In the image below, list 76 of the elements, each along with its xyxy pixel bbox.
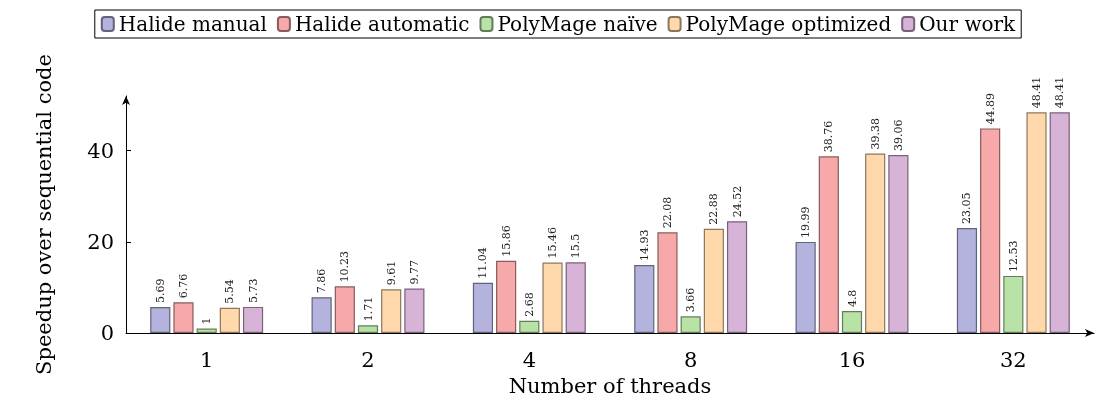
- bar: [1026, 112, 1047, 333]
- data-label: 23.05: [960, 192, 974, 224]
- x-tick-label: 1: [199, 347, 214, 372]
- bar: [1003, 275, 1024, 333]
- y-tick-label: 20: [87, 229, 114, 254]
- data-label: 14.93: [637, 229, 651, 261]
- bar: [980, 128, 1001, 333]
- bar: [219, 307, 240, 333]
- x-tick-label: 4: [522, 347, 537, 372]
- data-label: 48.41: [1053, 76, 1067, 109]
- data-label: 39.38: [868, 118, 882, 150]
- x-tick-label: 16: [838, 347, 866, 372]
- data-label: 48.41: [1030, 76, 1044, 109]
- data-label: 1.71: [361, 296, 375, 322]
- y-tick-label: 40: [87, 138, 114, 163]
- bar: [542, 262, 563, 333]
- x-tick-label: 2: [361, 347, 375, 372]
- data-label: 38.76: [822, 120, 836, 153]
- data-label: 39.06: [891, 119, 905, 151]
- legend-label: PolyMage optimized: [685, 12, 892, 36]
- data-label: 3.66: [684, 287, 698, 313]
- legend-label: PolyMage naïve: [497, 12, 658, 36]
- data-label: 24.52: [730, 185, 744, 218]
- bar: [565, 262, 586, 333]
- bar: [519, 320, 540, 333]
- data-label: 2.68: [522, 292, 536, 317]
- data-label: 5.69: [153, 278, 167, 304]
- bar: [795, 241, 816, 333]
- data-label: 5.73: [246, 278, 260, 303]
- data-label: 12.53: [1006, 240, 1020, 272]
- bar: [726, 221, 748, 333]
- data-label: 6.76: [176, 273, 190, 299]
- bar: [242, 306, 264, 333]
- bar: [334, 286, 355, 333]
- legend-label: Halide automatic: [294, 12, 470, 36]
- data-label: 22.88: [707, 193, 721, 225]
- data-label: 1: [200, 317, 214, 325]
- data-label: 5.54: [223, 279, 237, 304]
- bar: [703, 228, 724, 333]
- legend-label: Halide manual: [118, 12, 267, 36]
- bar: [634, 264, 655, 333]
- bar: [173, 302, 194, 333]
- bar: [841, 311, 863, 333]
- data-label: 19.99: [799, 206, 813, 238]
- x-tick-label: 32: [999, 347, 1027, 372]
- data-label: 22.08: [660, 196, 674, 229]
- bar: [865, 153, 886, 333]
- bar: [472, 282, 494, 333]
- legend-label: Our work: [919, 12, 1017, 36]
- bar: [381, 289, 402, 333]
- bar: [888, 154, 909, 333]
- y-tick-label: 0: [100, 321, 114, 345]
- x-axis-title: Number of threads: [508, 373, 712, 398]
- data-label: 4.8: [845, 289, 859, 308]
- bar: [150, 307, 171, 333]
- bar: [357, 325, 379, 333]
- bar: [196, 328, 217, 333]
- bar: [680, 316, 701, 333]
- y-axis-title: Speedup over sequential code: [31, 54, 56, 375]
- bar: [657, 232, 678, 333]
- x-tick-label: 8: [683, 347, 698, 372]
- data-label: 44.89: [983, 92, 997, 125]
- bar: [1049, 112, 1070, 333]
- data-label: 15.46: [546, 227, 560, 259]
- data-label: 15.5: [569, 233, 583, 259]
- data-label: 10.23: [338, 250, 352, 283]
- data-label: 15.86: [499, 225, 513, 257]
- bar: [404, 288, 425, 333]
- bar: [311, 297, 332, 333]
- bar: [496, 260, 517, 333]
- data-label: 9.77: [407, 259, 421, 285]
- bar: [956, 227, 978, 333]
- data-label: 11.04: [476, 247, 490, 279]
- data-label: 9.61: [384, 260, 398, 286]
- bar: [818, 156, 839, 333]
- data-label: 7.86: [315, 268, 329, 294]
